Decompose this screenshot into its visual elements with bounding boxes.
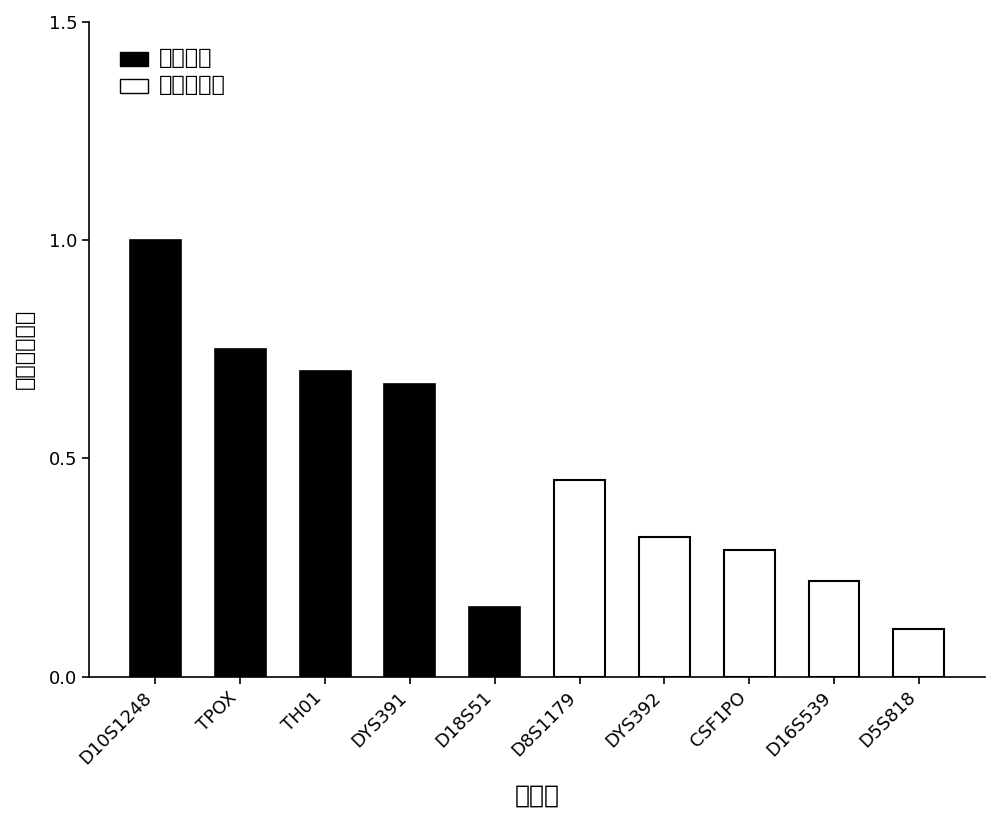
Y-axis label: 基因座检出率: 基因座检出率 [15,309,35,389]
Bar [724,550,775,677]
Bar [300,371,351,677]
Bar [384,384,435,677]
Bar [469,607,520,677]
X-axis label: 基因座: 基因座 [515,784,560,808]
Bar [130,240,181,677]
Bar [639,537,690,677]
Bar [554,480,605,677]
Bar [893,629,944,677]
Bar [809,580,859,677]
Bar [215,349,266,677]
Legend: 核小体组, 非核小体组: 核小体组, 非核小体组 [114,42,231,100]
